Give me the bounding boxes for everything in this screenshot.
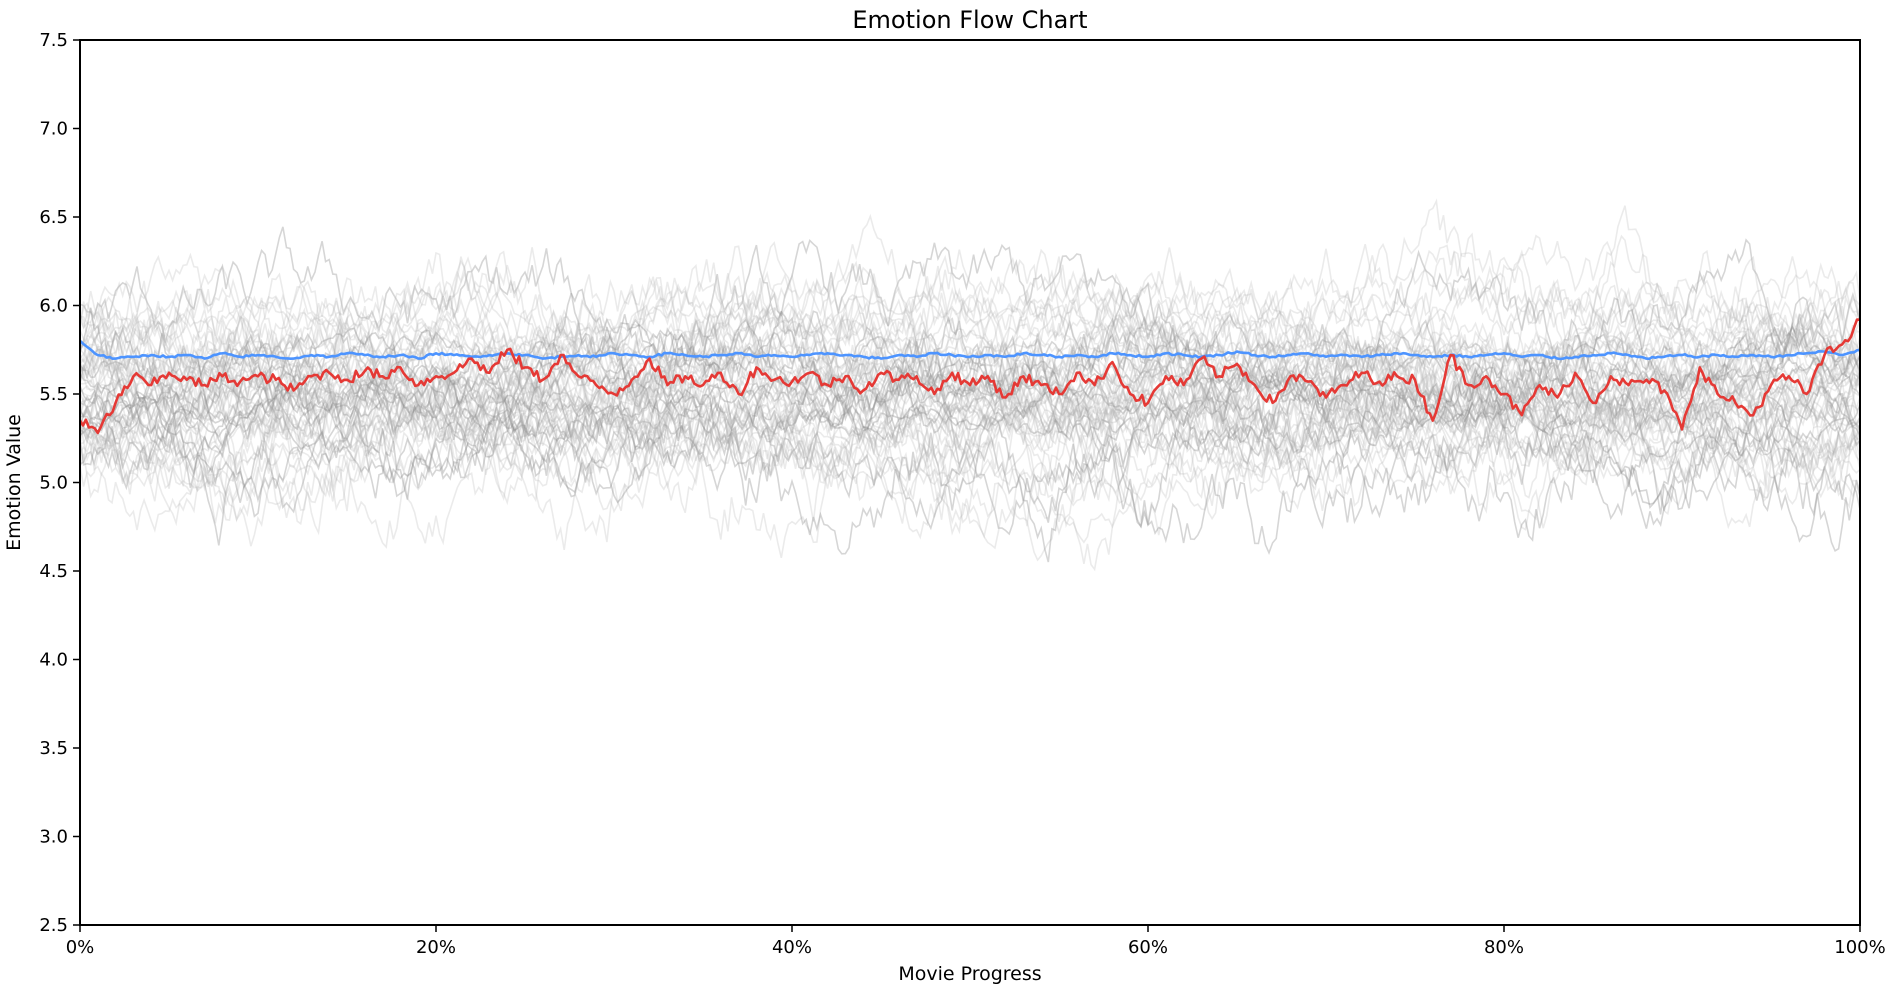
x-tick-label: 0%: [66, 937, 95, 958]
background-series-line: [79, 304, 1861, 384]
y-axis: 2.5 3.0 3.5 4.0 4.5 5.0 5.5 6.0 6.5 7.0 7.5: [39, 30, 80, 936]
background-series-line: [79, 319, 1861, 492]
highlight-series-line: [78, 318, 1861, 435]
x-axis: 0% 20% 40% 60% 80% 100%: [66, 925, 1886, 958]
background-series-line: [79, 333, 1861, 524]
main-series-group: [78, 318, 1861, 435]
background-series-line: [79, 298, 1861, 497]
y-tick-label: 7.0: [39, 119, 68, 140]
x-axis-label: Movie Progress: [898, 963, 1041, 985]
background-series-line: [79, 370, 1861, 549]
background-series-line: [79, 292, 1861, 446]
background-series-line: [79, 401, 1861, 463]
background-series-line: [79, 256, 1861, 477]
y-tick-label: 6.5: [39, 207, 68, 228]
x-tick-label: 40%: [772, 937, 812, 958]
background-series-line: [79, 256, 1861, 470]
x-tick-label: 20%: [416, 937, 456, 958]
background-series-line: [79, 234, 1861, 395]
background-series-line: [79, 322, 1861, 384]
y-tick-label: 4.0: [39, 650, 68, 671]
background-series-line: [79, 357, 1861, 433]
y-tick-label: 3.5: [39, 738, 68, 759]
background-series-line: [79, 347, 1861, 572]
background-series-line: [79, 291, 1861, 374]
y-axis-label: Emotion Value: [3, 414, 25, 551]
background-series-line: [79, 347, 1861, 433]
y-tick-label: 7.5: [39, 30, 68, 51]
background-series-line: [79, 265, 1861, 351]
background-series-line: [79, 314, 1861, 459]
background-series-line: [79, 369, 1861, 495]
background-series-line: [79, 339, 1861, 410]
background-series-line: [79, 286, 1861, 456]
background-series-line: [79, 345, 1861, 469]
background-series-line: [79, 362, 1861, 563]
background-series-line: [79, 213, 1861, 429]
background-series-line: [79, 270, 1861, 470]
background-series-line: [79, 403, 1861, 507]
background-series-line: [79, 307, 1861, 427]
background-series-line: [79, 342, 1861, 562]
background-series-line: [79, 323, 1861, 540]
background-series-line: [79, 319, 1861, 521]
background-series-line: [79, 340, 1861, 492]
y-tick-label: 5.0: [39, 473, 68, 494]
x-tick-label: 80%: [1484, 937, 1524, 958]
background-series-line: [79, 364, 1861, 543]
x-tick-label: 60%: [1128, 937, 1168, 958]
background-series-line: [79, 369, 1861, 483]
y-tick-label: 4.5: [39, 561, 68, 582]
background-series-line: [79, 364, 1861, 522]
background-series-line: [79, 296, 1861, 467]
background-series-line: [79, 332, 1861, 499]
y-tick-label: 5.5: [39, 384, 68, 405]
background-series-line: [80, 359, 1861, 421]
background-series-line: [79, 389, 1861, 489]
background-series-line: [79, 226, 1861, 392]
background-series-line: [79, 366, 1861, 473]
background-series-line: [79, 280, 1861, 419]
chart-title: Emotion Flow Chart: [852, 6, 1087, 34]
background-series-line: [79, 362, 1861, 467]
background-series-line: [79, 272, 1861, 409]
background-series-line: [79, 254, 1861, 415]
background-series-line: [79, 317, 1861, 408]
background-series-line: [79, 277, 1861, 558]
average-series-line: [79, 339, 1861, 361]
background-series-line: [79, 198, 1861, 403]
background-series-line: [79, 383, 1861, 531]
y-tick-label: 6.0: [39, 296, 68, 317]
background-series-line: [79, 337, 1861, 460]
background-series-line: [79, 370, 1861, 503]
y-tick-label: 2.5: [39, 915, 68, 936]
y-tick-label: 3.0: [39, 827, 68, 848]
background-series-group: [79, 198, 1861, 572]
background-series-line: [80, 381, 1861, 444]
x-tick-label: 100%: [1834, 937, 1885, 958]
background-series-line: [79, 395, 1861, 544]
background-series-line: [79, 361, 1861, 437]
